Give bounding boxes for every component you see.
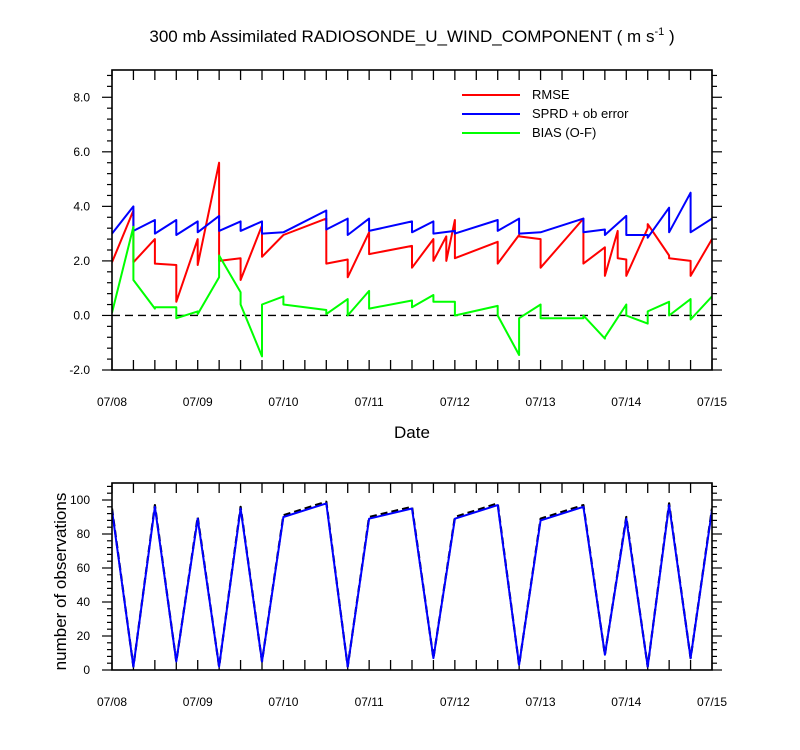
y-tick-label: 6.0 [73, 145, 90, 159]
x-tick-label: 07/14 [611, 695, 641, 709]
legend-label: SPRD + ob error [532, 106, 629, 121]
x-tick-label: 07/14 [611, 395, 641, 409]
y-tick-label: 2.0 [73, 254, 90, 268]
x-axis-title: Date [394, 423, 430, 442]
x-tick-label: 07/11 [355, 695, 384, 709]
plot-frame [111, 69, 713, 371]
series-line-rmse [112, 161, 712, 303]
y-tick-label: 60 [77, 561, 91, 575]
legend: RMSE SPRD + ob error BIAS (O-F) [462, 87, 629, 140]
legend-label: BIAS (O-F) [532, 125, 596, 140]
y-tick-label: 0.0 [73, 308, 90, 322]
series-line-bias-o-f [112, 225, 712, 358]
x-tick-label: 07/11 [355, 395, 384, 409]
y-tick-label: 4.0 [73, 199, 90, 213]
y-tick-label: -2.0 [69, 363, 90, 377]
top-chart: -2.0 0.0 2.0 4.0 6.0 8.0 07/08 07/09 07/10 07/11 0… [69, 69, 727, 442]
plot-frame [111, 482, 713, 671]
y-axis-title: number of observations [51, 493, 70, 671]
bottom-chart: 0 20 40 60 80 100 07/08 07/09 07/10 07/11 07/12 07/… [51, 482, 727, 709]
x-tick-label: 07/08 [97, 395, 127, 409]
x-tick-label: 07/09 [183, 395, 213, 409]
y-tick-label: 20 [77, 629, 91, 643]
y-tick-label: 8.0 [73, 90, 90, 104]
y-tick-label: 80 [77, 527, 91, 541]
y-tick-label: 100 [70, 493, 90, 507]
series-line-observations-possible [112, 500, 712, 668]
x-tick-label: 07/09 [183, 695, 213, 709]
legend-label: RMSE [532, 87, 570, 102]
series-line-sprd-ob-error [112, 191, 712, 239]
x-tick-label: 07/13 [526, 695, 556, 709]
chart-title: 300 mb Assimilated RADIOSONDE_U_WIND_COM… [149, 26, 674, 46]
y-tick-label: 0 [83, 663, 90, 677]
x-tick-label: 07/08 [97, 695, 127, 709]
x-tick-label: 07/10 [268, 395, 298, 409]
x-tick-label: 07/12 [440, 695, 470, 709]
x-tick-label: 07/12 [440, 395, 470, 409]
y-tick-label: 40 [77, 595, 91, 609]
x-tick-label: 07/13 [526, 395, 556, 409]
x-tick-label: 07/10 [268, 695, 298, 709]
x-tick-label: 07/15 [697, 695, 727, 709]
x-tick-label: 07/15 [697, 395, 727, 409]
series-line-observations-used [112, 502, 712, 668]
